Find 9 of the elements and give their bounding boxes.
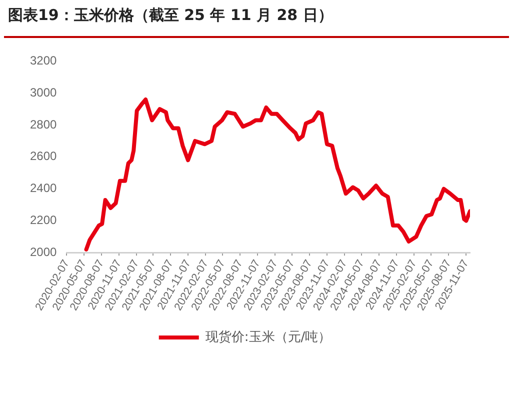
chart-title: 图表19：玉米价格（截至 25 年 11 月 28 日） [8, 6, 333, 25]
y-tick-label: 2600 [30, 149, 58, 164]
legend-label: 现货价:玉米（元/吨） [205, 330, 332, 345]
y-tick-label: 2400 [30, 181, 58, 196]
y-tick-label: 2200 [30, 213, 58, 228]
y-tick-label: 3000 [30, 85, 58, 100]
y-tick-label: 2000 [30, 244, 58, 259]
y-tick-label: 3200 [30, 54, 58, 68]
y-tick-label: 2800 [30, 117, 58, 132]
